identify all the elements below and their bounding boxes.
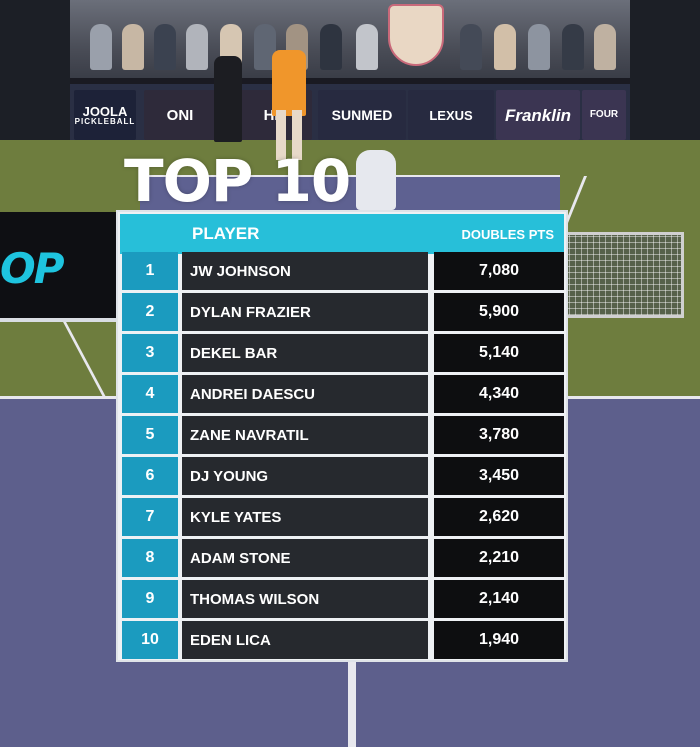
promo-panel — [0, 212, 120, 318]
leaderboard-row: 8 ADAM STONE 2,210 — [120, 539, 564, 577]
points-cell: 5,140 — [434, 334, 564, 372]
leaderboard-row: 7 KYLE YATES 2,620 — [120, 498, 564, 536]
sponsor-four: FOUR — [582, 90, 626, 140]
rank-cell: 9 — [122, 580, 178, 618]
player-name-cell: ADAM STONE — [182, 539, 428, 577]
points-cell: 2,620 — [434, 498, 564, 536]
leaderboard-row: 10 EDEN LICA 1,940 — [120, 621, 564, 659]
leaderboard-row: 9 THOMAS WILSON 2,140 — [120, 580, 564, 618]
sponsor-joola-sub: PICKLEBALL — [74, 116, 136, 126]
leaderboard-row: 3 DEKEL BAR 5,140 — [120, 334, 564, 372]
rank-cell: 10 — [122, 621, 178, 659]
leaderboard-row: 4 ANDREI DAESCU 4,340 — [120, 375, 564, 413]
leaderboard-row: 2 DYLAN FRAZIER 5,900 — [120, 293, 564, 331]
leaderboard-row: 6 DJ YOUNG 3,450 — [120, 457, 564, 495]
points-cell: 3,450 — [434, 457, 564, 495]
player-figure — [276, 110, 286, 160]
sponsor-franklin: Franklin — [496, 90, 580, 140]
sponsor-oni-label: ONI — [166, 106, 194, 124]
rank-cell: 2 — [122, 293, 178, 331]
leaderboard: PLAYER DOUBLES PTS 1 JW JOHNSON 7,080 2 … — [116, 210, 568, 662]
referee-figure — [356, 150, 396, 210]
sponsor-four-label: FOUR — [589, 109, 619, 120]
player-figure — [272, 50, 306, 116]
sponsor-sunmed-label: SUNMED — [331, 107, 393, 123]
sponsor-lexus: LEXUS — [408, 90, 494, 140]
player-name-cell: DEKEL BAR — [182, 334, 428, 372]
court-line — [140, 175, 560, 177]
leaderboard-header: PLAYER DOUBLES PTS — [120, 214, 564, 254]
column-header-points: DOUBLES PTS — [461, 227, 554, 242]
promo-text: OP — [0, 244, 64, 293]
promo-strip — [0, 318, 120, 322]
points-cell: 2,210 — [434, 539, 564, 577]
pickleball-net — [560, 232, 684, 318]
points-cell: 3,780 — [434, 416, 564, 454]
tournament-crest-logo — [388, 4, 444, 66]
points-cell: 2,140 — [434, 580, 564, 618]
crowd-stands — [70, 0, 630, 78]
player-name-cell: ZANE NAVRATIL — [182, 416, 428, 454]
sponsor-lexus-label: LEXUS — [429, 107, 473, 123]
points-cell: 5,900 — [434, 293, 564, 331]
sponsor-joola-label: JOOLA — [82, 103, 128, 119]
player-name-cell: DYLAN FRAZIER — [182, 293, 428, 331]
rank-cell: 6 — [122, 457, 178, 495]
player-name-cell: JW JOHNSON — [182, 252, 428, 290]
leaderboard-row: 1 JW JOHNSON 7,080 — [120, 252, 564, 290]
rank-cell: 8 — [122, 539, 178, 577]
player-name-cell: KYLE YATES — [182, 498, 428, 536]
rank-cell: 5 — [122, 416, 178, 454]
sponsor-franklin-label: Franklin — [504, 105, 572, 125]
leaderboard-row: 5 ZANE NAVRATIL 3,780 — [120, 416, 564, 454]
player-figure — [214, 56, 242, 142]
rank-cell: 4 — [122, 375, 178, 413]
court-line — [348, 660, 356, 747]
rank-cell: 3 — [122, 334, 178, 372]
player-figure — [292, 110, 302, 160]
rank-cell: 1 — [122, 252, 178, 290]
player-name-cell: ANDREI DAESCU — [182, 375, 428, 413]
points-cell: 7,080 — [434, 252, 564, 290]
sponsor-oni: ONI — [144, 90, 216, 140]
player-name-cell: DJ YOUNG — [182, 457, 428, 495]
sponsor-joola: JOOLA PICKLEBALL — [74, 90, 136, 140]
sponsor-sunmed: SUNMED — [318, 90, 406, 140]
column-header-player: PLAYER — [192, 224, 260, 243]
points-cell: 4,340 — [434, 375, 564, 413]
player-name-cell: EDEN LICA — [182, 621, 428, 659]
points-cell: 1,940 — [434, 621, 564, 659]
rank-cell: 7 — [122, 498, 178, 536]
player-name-cell: THOMAS WILSON — [182, 580, 428, 618]
leaderboard-title: TOP 10 — [124, 147, 351, 215]
